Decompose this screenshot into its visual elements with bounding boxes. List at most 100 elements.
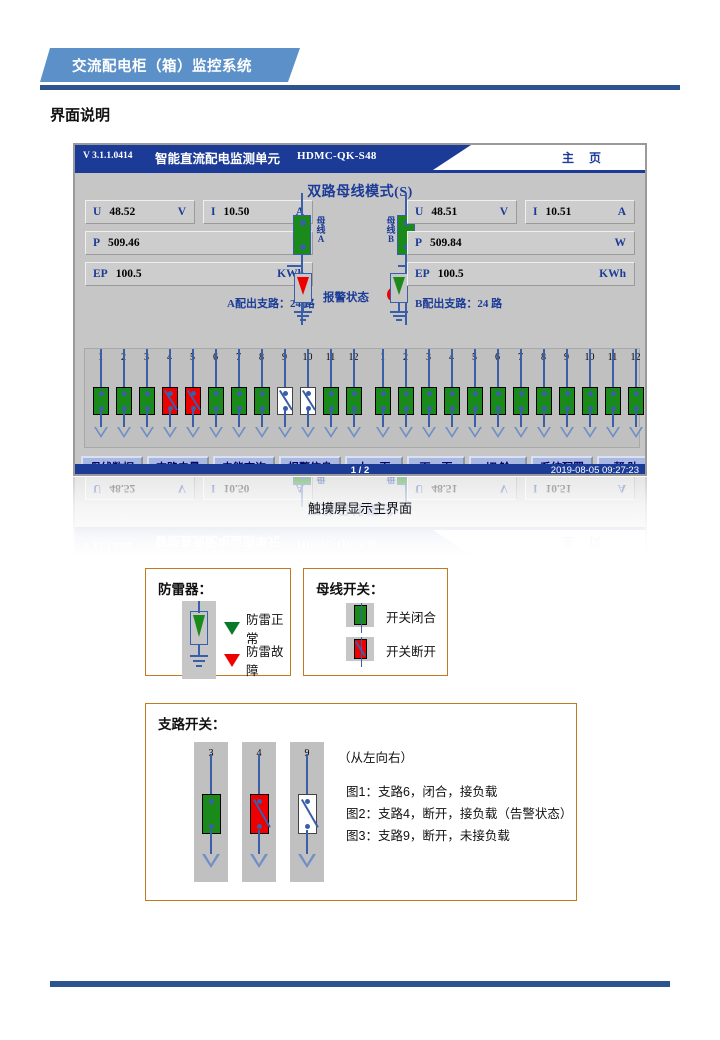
branch-wire-top	[238, 349, 240, 391]
terminal-dot-bottom	[191, 406, 196, 411]
legend-spd-symbol	[182, 601, 216, 679]
branch-channel[interactable]: 1	[371, 349, 394, 449]
page-indicator: 1 / 2	[350, 465, 370, 474]
terminal-dot-bottom	[450, 406, 455, 411]
terminal-dot-bottom	[257, 824, 262, 829]
branch-switch-icon[interactable]	[628, 387, 644, 415]
branch-wire-bottom	[635, 409, 637, 429]
branch-wire-bottom	[543, 409, 545, 429]
branch-channel[interactable]: 6	[486, 349, 509, 449]
branch-channel[interactable]: 5	[463, 349, 486, 449]
load-arrow-icon	[606, 427, 620, 438]
branch-channel[interactable]: 9	[273, 349, 296, 449]
switch-open-icon	[353, 637, 367, 667]
terminal-dot-bottom	[122, 406, 127, 411]
bus-a-power-value: 509.46	[108, 237, 140, 249]
branch-channel[interactable]: 11	[601, 349, 624, 449]
load-arrow-icon	[232, 427, 246, 438]
bus-a-main-switch[interactable]	[293, 215, 311, 255]
tab-home[interactable]: 主 页	[561, 151, 607, 165]
branch-switch-icon[interactable]	[398, 387, 414, 415]
spd-indicator-triangle-icon	[297, 277, 309, 295]
device-product-name: 智能直流配电监测单元	[155, 152, 281, 166]
branch-channel[interactable]: 12	[342, 349, 365, 449]
bus-b-label: 母线B	[386, 216, 396, 244]
branch-channel[interactable]: 12	[624, 349, 645, 449]
branch-channel[interactable]: 1	[89, 349, 112, 449]
branch-wire-top	[353, 349, 355, 391]
branch-channel[interactable]: 3	[417, 349, 440, 449]
branch-channel[interactable]: 6	[204, 349, 227, 449]
bus-b-voltage-unit: V	[499, 206, 508, 218]
terminal-dot-bottom	[306, 406, 311, 411]
spd-ground-wire	[198, 645, 200, 655]
branch-wire-bottom	[146, 409, 148, 429]
branch-wire-top	[405, 349, 407, 391]
branch-switch-icon[interactable]	[444, 387, 460, 415]
branch-channel[interactable]: 4	[440, 349, 463, 449]
branch-channel[interactable]: 7	[509, 349, 532, 449]
sample-number: 9	[290, 748, 324, 759]
switch-open-diagonal	[301, 799, 319, 828]
legend-branch-samples: 3 4 9	[194, 742, 324, 882]
terminal-dot-bottom	[352, 406, 357, 411]
branch-wire-bottom	[215, 409, 217, 429]
branch-wire-bottom	[382, 409, 384, 429]
load-arrow-icon	[347, 427, 361, 438]
branch-switch-icon[interactable]	[277, 387, 293, 415]
branch-channel[interactable]: 4	[158, 349, 181, 449]
branch-channel[interactable]: 8	[532, 349, 555, 449]
branch-switch-icon[interactable]	[300, 387, 316, 415]
terminal-dot-bottom	[209, 824, 214, 829]
branch-switch-icon[interactable]	[421, 387, 437, 415]
branch-switch-icon[interactable]	[254, 387, 270, 415]
load-arrow-icon	[140, 427, 154, 438]
load-arrow-icon	[445, 427, 459, 438]
sample-wire-bottom	[258, 830, 260, 856]
branch-wire-bottom	[497, 409, 499, 429]
terminal-dot-top	[260, 391, 265, 396]
branch-wire-top	[100, 349, 102, 391]
branch-channel[interactable]: 10	[578, 349, 601, 449]
triangle-down-red-icon	[224, 653, 240, 667]
branch-channel[interactable]: 11	[319, 349, 342, 449]
branch-channel[interactable]: 5	[181, 349, 204, 449]
branch-channel[interactable]: 9	[555, 349, 578, 449]
bus-a-voltage-value: 48.52	[109, 206, 136, 218]
bus-b-current: I 10.51 A	[525, 200, 635, 224]
footer-divider	[50, 981, 670, 987]
terminal-dot-top	[588, 391, 593, 396]
terminal-dot-bottom	[634, 406, 639, 411]
branch-switch-icon[interactable]	[162, 387, 178, 415]
branch-channel[interactable]: 2	[394, 349, 417, 449]
home-tab-shape	[433, 145, 645, 170]
branch-switch-icon[interactable]	[582, 387, 598, 415]
branch-channel[interactable]: 10	[296, 349, 319, 449]
load-arrow-icon	[422, 427, 436, 438]
ground-bar-3	[396, 319, 402, 321]
terminal-dot-top	[300, 220, 306, 226]
branch-channel[interactable]: 8	[250, 349, 273, 449]
spd-wire	[198, 601, 200, 613]
branch-wire-bottom	[192, 409, 194, 429]
branch-switch-icon[interactable]	[346, 387, 362, 415]
branch-channel[interactable]: 3	[135, 349, 158, 449]
sample-switch-icon	[202, 794, 221, 834]
branch-switch-icon[interactable]	[231, 387, 247, 415]
branch-wire-bottom	[169, 409, 171, 429]
legend-branch-sample: 3	[194, 742, 228, 882]
bus-b-energy: EP 100.5 KWh	[407, 262, 635, 286]
branch-wire-bottom	[474, 409, 476, 429]
bus-a-diagram: 母线A	[271, 191, 341, 331]
branch-channel[interactable]: 2	[112, 349, 135, 449]
section-title: 界面说明	[50, 107, 111, 124]
bus-b-spd-tap	[398, 265, 407, 267]
branch-switch-icon[interactable]	[559, 387, 575, 415]
branch-wire-top	[169, 349, 171, 391]
branch-wire-bottom	[123, 409, 125, 429]
sample-wire-bottom	[210, 830, 212, 856]
branch-channel[interactable]: 7	[227, 349, 250, 449]
branch-switch-icon[interactable]	[467, 387, 483, 415]
branch-wire-top	[192, 349, 194, 391]
bus-b-current-label: I	[533, 206, 538, 218]
